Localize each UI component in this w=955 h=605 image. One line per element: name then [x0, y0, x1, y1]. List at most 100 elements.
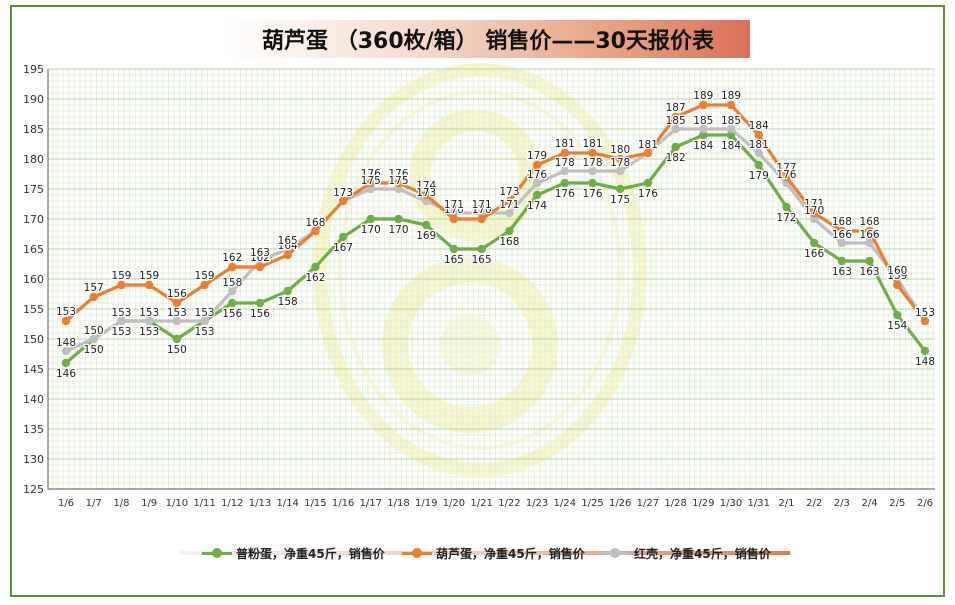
x-tick-label: 1/15 — [304, 498, 326, 509]
data-label-series-1: 162 — [305, 272, 325, 284]
data-point-series-1 — [754, 160, 763, 170]
data-label-series-1: 184 — [693, 140, 713, 152]
data-point-series-3 — [671, 124, 680, 134]
legend-swatch-series-2 — [402, 544, 432, 562]
data-label-series-2: 168 — [305, 216, 325, 228]
x-tick-label: 1/6 — [58, 498, 74, 509]
data-label-series-3: 163 — [250, 247, 270, 259]
data-point-series-2 — [338, 196, 348, 206]
x-tick-label: 1/16 — [332, 498, 354, 509]
data-label-series-1: 165 — [444, 254, 464, 266]
data-point-series-3 — [477, 208, 486, 218]
data-point-series-1 — [366, 214, 376, 224]
data-point-series-3 — [366, 184, 376, 194]
data-point-series-2 — [394, 178, 403, 188]
data-label-series-1: 170 — [388, 224, 408, 236]
data-point-series-1 — [228, 298, 237, 308]
data-point-series-2 — [865, 226, 874, 236]
data-point-series-1 — [283, 286, 292, 296]
data-label-series-1: 166 — [804, 248, 824, 260]
data-point-series-2 — [117, 280, 126, 290]
data-label-series-3: 153 — [195, 307, 215, 319]
legend-swatch-series-1 — [202, 544, 232, 562]
data-point-series-2 — [228, 262, 237, 272]
data-label-series-2: 181 — [555, 138, 575, 150]
data-label-series-2: 159 — [887, 270, 907, 282]
data-label-series-3: 153 — [167, 307, 187, 319]
data-label-series-3: 153 — [139, 307, 159, 319]
data-label-series-2: 173 — [499, 186, 519, 198]
data-point-series-2 — [643, 148, 653, 158]
x-tick-label: 2/3 — [834, 498, 850, 509]
data-label-series-3: 176 — [527, 169, 547, 181]
data-label-series-3: 165 — [278, 235, 298, 247]
data-point-series-1 — [782, 202, 791, 212]
y-tick-label: 175 — [23, 183, 44, 196]
x-tick-label: 1/31 — [748, 498, 770, 509]
data-point-series-1 — [671, 142, 680, 152]
data-point-series-2 — [920, 316, 930, 326]
data-point-series-2 — [782, 172, 791, 182]
x-tick-label: 1/10 — [166, 498, 188, 509]
y-tick-label: 130 — [23, 453, 44, 466]
x-tick-label: 1/25 — [581, 498, 603, 509]
data-label-series-3: 171 — [499, 199, 519, 211]
data-label-series-3: 175 — [388, 175, 408, 187]
data-point-series-1 — [505, 226, 514, 236]
data-point-series-3 — [754, 148, 763, 158]
data-label-series-1: 176 — [555, 188, 575, 200]
x-tick-label: 1/13 — [249, 498, 271, 509]
data-point-series-1 — [532, 190, 542, 200]
data-point-series-2 — [283, 250, 292, 260]
data-point-series-1 — [477, 244, 486, 254]
data-point-series-2 — [893, 280, 902, 290]
x-tick-label: 2/1 — [778, 498, 794, 509]
x-tick-label: 1/29 — [692, 498, 714, 509]
data-point-series-1 — [560, 178, 569, 188]
data-label-series-1: 153 — [139, 326, 159, 338]
data-point-series-1 — [615, 184, 625, 194]
x-tick-label: 1/14 — [276, 498, 298, 509]
data-label-series-2: 168 — [860, 216, 880, 228]
data-label-series-3: 150 — [84, 325, 104, 337]
data-point-series-3 — [228, 286, 237, 296]
data-point-series-2 — [172, 298, 182, 308]
data-label-series-2: 156 — [167, 288, 187, 300]
data-point-series-3 — [117, 316, 126, 326]
data-label-series-3: 170 — [804, 205, 824, 217]
y-tick-label: 150 — [23, 333, 44, 346]
data-point-series-2 — [255, 262, 265, 272]
chart-title-bar: 葫芦蛋 （360枚/箱） 销售价——30天报价表 — [226, 20, 750, 58]
data-label-series-1: 158 — [278, 296, 298, 308]
data-point-series-2 — [89, 292, 98, 302]
chart-title: 葫芦蛋 （360枚/箱） 销售价——30天报价表 — [262, 29, 714, 54]
data-label-series-2: 164 — [278, 240, 298, 252]
x-tick-label: 1/7 — [86, 498, 102, 509]
data-label-series-2: 180 — [610, 144, 630, 156]
data-label-series-3: 173 — [416, 187, 436, 199]
x-tick-label: 1/22 — [498, 498, 520, 509]
data-label-series-2: 159 — [139, 270, 159, 282]
data-label-series-1: 176 — [638, 188, 658, 200]
x-tick-label: 1/26 — [609, 498, 631, 509]
data-label-series-2: 184 — [749, 120, 769, 132]
x-tick-label: 1/12 — [221, 498, 243, 509]
data-label-series-1: 150 — [167, 344, 187, 356]
y-tick-label: 135 — [23, 423, 44, 436]
data-label-series-3: 178 — [610, 157, 630, 169]
data-label-series-1: 146 — [56, 368, 76, 380]
data-point-series-2 — [505, 196, 514, 206]
data-label-series-3: 171 — [444, 199, 464, 211]
data-label-series-3: 178 — [555, 157, 575, 169]
data-point-series-1 — [61, 358, 71, 368]
x-tick-label: 1/20 — [443, 498, 465, 509]
data-label-series-3: 148 — [56, 337, 76, 349]
data-label-series-2: 174 — [416, 180, 436, 192]
data-point-series-1 — [893, 310, 902, 320]
series-line-2 — [64, 103, 927, 323]
data-label-series-3: 153 — [111, 307, 131, 319]
data-point-series-1 — [837, 256, 847, 266]
y-tick-label: 195 — [23, 63, 44, 76]
data-point-series-1 — [338, 232, 348, 242]
